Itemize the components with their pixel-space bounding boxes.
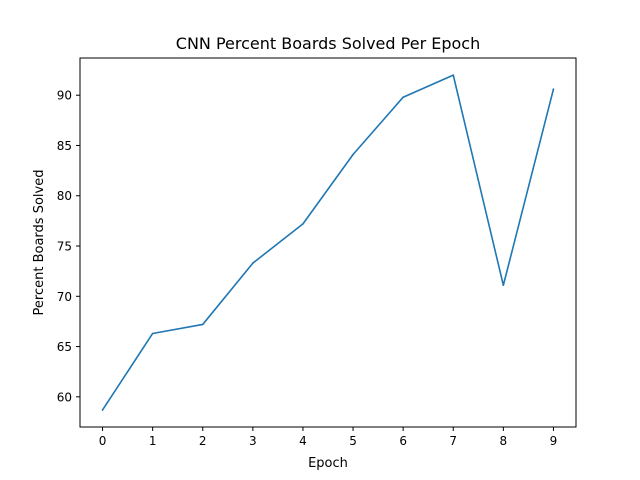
x-tick-label: 9	[550, 434, 558, 448]
data-point	[201, 323, 204, 326]
data-point	[252, 262, 254, 264]
x-tick-label: 7	[449, 434, 457, 448]
plot-area	[79, 57, 577, 428]
data-point	[151, 332, 154, 335]
chart-title: CNN Percent Boards Solved Per Epoch	[176, 34, 480, 53]
data-point	[101, 409, 104, 411]
x-tick-label: 0	[99, 434, 107, 448]
series-line	[101, 74, 555, 411]
data-point	[452, 74, 455, 76]
x-tick-label: 4	[299, 434, 307, 448]
y-tick-label: 80	[57, 189, 72, 203]
data-point	[502, 284, 505, 287]
data-point	[402, 96, 404, 99]
data-point	[352, 153, 354, 156]
x-tick-label: 2	[199, 434, 207, 448]
y-tick-label: 70	[57, 290, 72, 304]
y-tick-label: 90	[57, 89, 72, 103]
y-tick-label: 85	[57, 139, 72, 153]
x-tick-label: 3	[249, 434, 257, 448]
x-tick-label: 1	[149, 434, 157, 448]
x-tick-label: 8	[500, 434, 508, 448]
data-point	[302, 223, 304, 225]
y-tick-label: 65	[57, 340, 72, 354]
y-tick-label: 60	[57, 390, 72, 404]
data-point	[552, 88, 555, 90]
y-axis-ticks: 60 65 70 75 80 85 90	[57, 89, 80, 404]
x-tick-label: 6	[399, 434, 407, 448]
data-points	[101, 74, 555, 411]
x-axis-ticks: 0 1 2 3 4 5 6 7 8 9	[99, 427, 558, 448]
y-tick-label: 75	[57, 240, 72, 254]
y-axis-label: Percent Boards Solved	[32, 170, 47, 316]
x-axis-label: Epoch	[308, 456, 348, 471]
x-tick-label: 5	[349, 434, 357, 448]
